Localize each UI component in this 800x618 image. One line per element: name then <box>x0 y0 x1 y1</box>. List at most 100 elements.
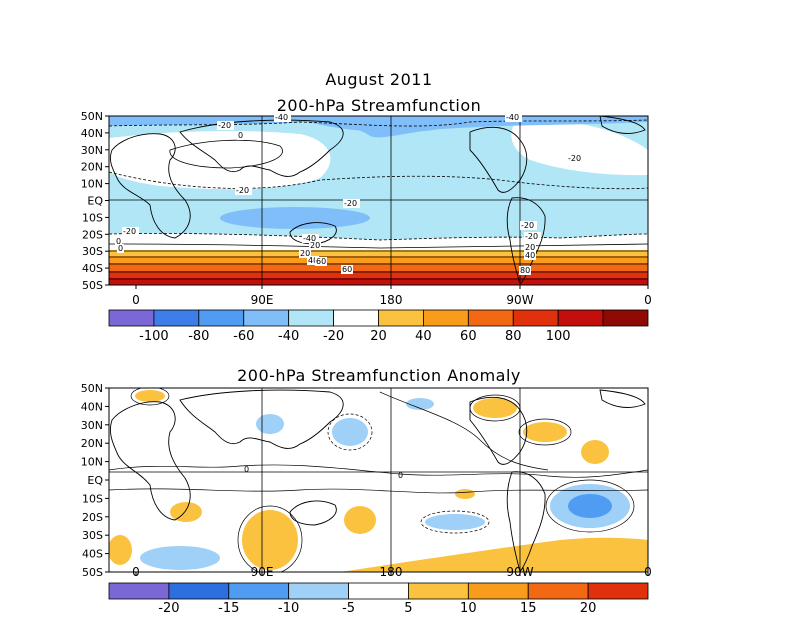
lat-label: 20N <box>81 161 103 174</box>
colorbar-label: 20 <box>580 601 597 616</box>
colorbar-swatch <box>288 309 334 327</box>
contour-label: -20 <box>521 221 534 230</box>
lon-label: 0 <box>644 565 652 579</box>
colorbar-label: -5 <box>342 601 355 616</box>
colorbar-swatch <box>512 309 559 327</box>
contour-label: 0 <box>244 465 249 474</box>
colorbar-swatch <box>288 582 349 600</box>
contour-label: -20 <box>568 154 581 163</box>
panel1-grid <box>109 116 648 285</box>
panel2-title: 200-hPa Streamfunction Anomaly <box>237 366 521 385</box>
contour-label: -20 <box>236 186 249 195</box>
panel2-anomaly-positive <box>170 502 202 522</box>
panel2-colorbar: -20 -15 -10 -5 5 10 15 20 <box>108 582 649 616</box>
contour-label: -20 <box>123 227 136 236</box>
contour-label: 40 <box>308 256 318 265</box>
contour-label-bg <box>299 249 311 258</box>
panel1-band-40 <box>109 256 648 264</box>
lat-label: 50N <box>81 110 103 123</box>
panel1-band-80 <box>109 271 648 279</box>
colorbar-label: -60 <box>233 329 254 344</box>
panel1-contour-labels: -200-20-40 -40-20-20-20-40-200-200 20 20204… <box>115 113 584 275</box>
colorbar-label: 60 <box>460 329 477 344</box>
lat-label: EQ <box>87 195 103 208</box>
contour-label: 60 <box>342 265 352 274</box>
contour-label: 40 <box>525 251 535 260</box>
contour-label-bg <box>315 257 327 266</box>
panel1-band-20 <box>109 250 648 258</box>
panel2-anomaly-positive <box>242 510 298 570</box>
panel1-contour <box>109 243 648 249</box>
colorbar-swatch <box>228 582 290 600</box>
colorbar-label: -10 <box>278 601 299 616</box>
colorbar-label: -20 <box>323 329 344 344</box>
lat-label: 30N <box>81 144 103 157</box>
contour-label: -20 <box>218 121 231 130</box>
contour-label-bg <box>505 113 522 122</box>
colorbar-swatch <box>467 582 529 600</box>
panel2-anomaly-negative <box>406 398 434 410</box>
panel1-band-100 <box>109 278 648 285</box>
panel2-anomaly-positive <box>581 440 609 464</box>
lat-label: 40S <box>82 548 103 561</box>
contour-label-bg <box>235 186 252 195</box>
colorbar-swatch <box>423 309 469 327</box>
colorbar-swatch <box>108 309 155 327</box>
lat-label: 30S <box>82 529 103 542</box>
lon-label: 90W <box>506 565 533 579</box>
panel2-grid <box>109 388 648 572</box>
panel2-anomaly-negative <box>256 414 284 434</box>
colorbar-swatch <box>587 582 649 600</box>
colorbar-swatch <box>467 309 514 327</box>
panel1-blue-tropics <box>220 207 370 229</box>
contour-label-bg <box>520 221 537 230</box>
panel2-map <box>109 388 648 572</box>
lon-label: 180 <box>380 293 403 307</box>
panel2-anomaly-negative <box>332 418 368 446</box>
panel2-coastlines <box>109 389 646 572</box>
panel1-coastlines <box>109 116 646 285</box>
panel2-contours <box>109 388 648 572</box>
lon-label: 90E <box>251 565 274 579</box>
colorbar-label: 40 <box>415 329 432 344</box>
contour-label-bg <box>115 237 122 246</box>
panel1-title: 200-hPa Streamfunction <box>276 96 482 115</box>
contour-label: -20 <box>344 199 357 208</box>
contour-label: 0 <box>398 471 403 480</box>
panel2-anomaly-positive <box>523 422 567 442</box>
colorbar-label: -100 <box>139 329 169 344</box>
lat-label: 50N <box>81 382 103 395</box>
lon-label: 90E <box>251 293 274 307</box>
contour-label-bg <box>237 131 244 140</box>
contour-label-bg <box>309 241 321 250</box>
lon-label: 0 <box>132 565 140 579</box>
contour-label-bg <box>274 113 291 122</box>
panel2-anomaly-positive <box>340 537 648 572</box>
panel2-ticks: 50N 40N 30N 20N 10N EQ 10S 20S 30S 40S 50S 0 90E 180 9… <box>81 382 652 579</box>
contour-label: -40 <box>275 113 288 122</box>
colorbar-swatch <box>333 309 379 327</box>
panel2-anomaly-negative <box>140 546 220 570</box>
contour-label-bg <box>302 234 319 243</box>
panel1-contour <box>109 171 648 190</box>
contour-label: 0 <box>116 237 121 246</box>
contour-label: 20 <box>310 241 320 250</box>
contour-label: 0 <box>118 244 123 253</box>
lat-label: EQ <box>87 474 103 487</box>
lon-label: 180 <box>380 565 403 579</box>
panel2-anomaly-positive <box>473 398 517 418</box>
colorbar-swatch <box>243 309 290 327</box>
contour-label: 60 <box>316 257 326 266</box>
colorbar-label: -15 <box>218 601 239 616</box>
lat-label: 40S <box>82 262 103 275</box>
contour-label-bg <box>524 232 541 241</box>
panel2-anomaly-positive <box>455 489 475 499</box>
panel2-anomaly-positive <box>109 535 132 565</box>
lat-label: 30N <box>81 419 103 432</box>
panel2-contour-labels: 00 <box>244 465 403 480</box>
contour-label: -40 <box>506 113 519 122</box>
panel1-band-60 <box>109 263 648 272</box>
colorbar-label: 10 <box>460 601 477 616</box>
colorbar-swatch <box>348 582 409 600</box>
colorbar-swatch <box>378 309 424 327</box>
